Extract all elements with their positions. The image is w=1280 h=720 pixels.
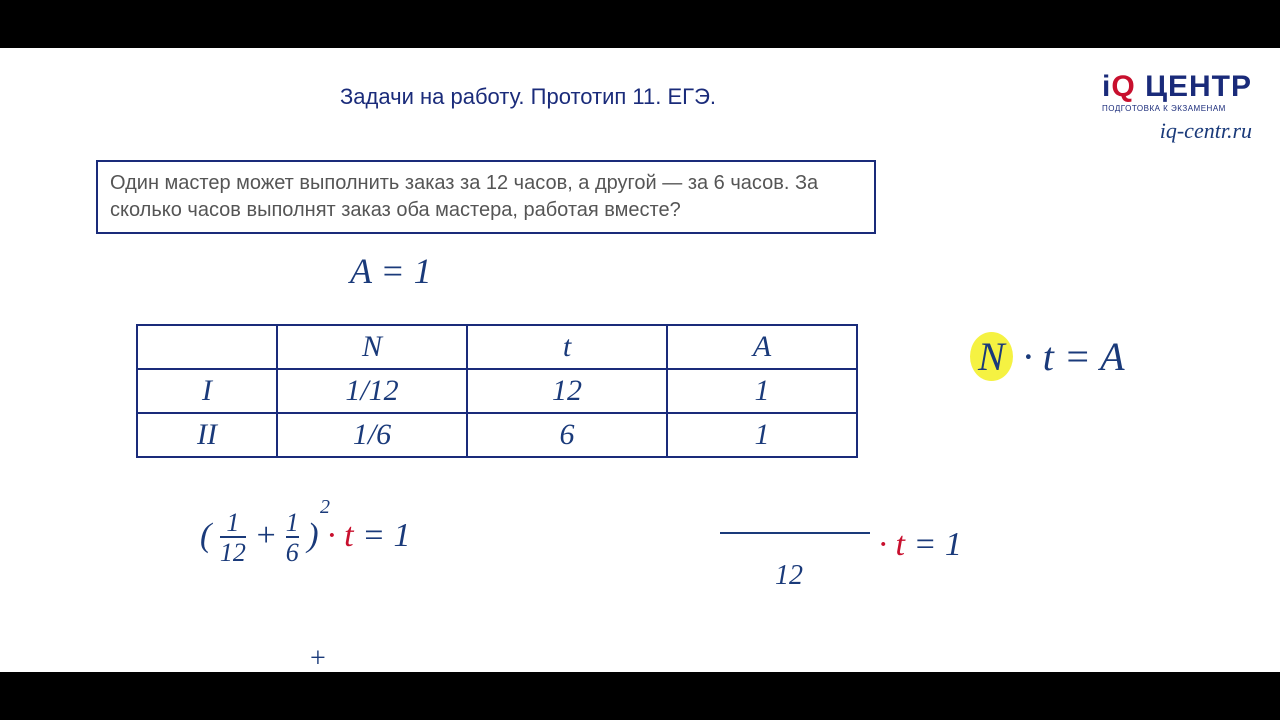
page-title: Задачи на работу. Прототип 11. ЕГЭ. [340,84,716,110]
logo-i: i [1102,70,1111,103]
formula-eq: = [1054,334,1100,379]
formula-nta: N · t = A [970,333,1125,380]
row2-t: 6 [467,413,667,457]
logo: iQ ЦЕНТР ПОДГОТОВКА К ЭКЗАМЕНАМ [1102,70,1252,113]
th-t: t [467,325,667,369]
row1-label: I [137,369,277,413]
logo-text: ЦЕНТР [1136,70,1252,103]
t: t [344,517,353,554]
row1-a: 1 [667,369,857,413]
formula-n: N [970,332,1013,381]
equation-a: A = 1 [350,250,432,292]
equation-left: ( 1 12 + 1 6 ) · t = 1 [200,510,411,566]
th-blank [137,325,277,369]
lparen: ( [200,517,211,554]
eq-result-r: = 1 [913,526,961,563]
formula-a: A [1100,334,1124,379]
dot-r: · [879,526,896,563]
table-row: II 1/6 6 1 [137,413,857,457]
th-a: A [667,325,857,369]
table-row: I 1/12 12 1 [137,369,857,413]
rparen: ) [307,517,318,554]
table-header-row: N t A [137,325,857,369]
fraction-2: 1 6 [286,510,299,566]
equation-right: · t = 1 [720,526,962,564]
fraction-1: 1 12 [220,510,246,566]
formula-t: t [1043,334,1054,379]
plus: + [254,517,285,554]
f1-den: 12 [220,536,246,566]
row2-label: II [137,413,277,457]
problem-statement: Один мастер может выполнить заказ за 12 … [96,160,876,234]
row2-a: 1 [667,413,857,457]
dot-t: · t [327,517,362,554]
f2-den: 6 [286,536,299,566]
t-r: t [896,526,905,563]
th-n: N [277,325,467,369]
eq-result: = 1 [362,517,410,554]
row1-t: 12 [467,369,667,413]
logo-url: iq-centr.ru [1160,118,1252,144]
logo-q: Q [1111,70,1135,103]
blank-numerator [720,532,870,534]
den-right: 12 [775,560,803,592]
dot-t-right: · t [879,526,914,563]
f2-num: 1 [286,510,299,536]
row1-n: 1/12 [277,369,467,413]
f1-num: 1 [220,510,246,536]
formula-dot: · [1013,334,1043,379]
dot: · [327,517,344,554]
logo-sub: ПОДГОТОВКА К ЭКЗАМЕНАМ [1102,104,1252,113]
whiteboard: Задачи на работу. Прототип 11. ЕГЭ. iQ Ц… [0,48,1280,672]
row2-n: 1/6 [277,413,467,457]
tick-mark: + [310,643,326,675]
work-table: N t A I 1/12 12 1 II 1/6 6 1 [136,324,858,458]
